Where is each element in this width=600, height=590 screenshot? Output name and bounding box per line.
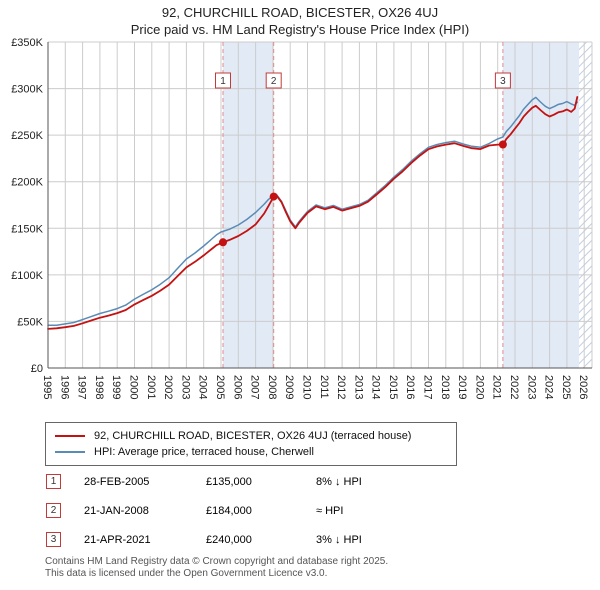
legend-label-property: 92, CHURCHILL ROAD, BICESTER, OX26 4UJ (… bbox=[94, 430, 412, 442]
svg-text:2008: 2008 bbox=[266, 375, 278, 399]
svg-text:2025: 2025 bbox=[560, 375, 572, 399]
svg-text:2009: 2009 bbox=[283, 375, 295, 399]
sale-date: 21-APR-2021 bbox=[84, 533, 151, 546]
svg-text:2001: 2001 bbox=[145, 375, 157, 399]
svg-text:2012: 2012 bbox=[335, 375, 347, 399]
sale-markers: 1 2 3 bbox=[215, 72, 511, 247]
chart-legend: 92, CHURCHILL ROAD, BICESTER, OX26 4UJ (… bbox=[45, 422, 457, 466]
sale-date: 21-JAN-2008 bbox=[84, 504, 149, 517]
sale-marker-dot bbox=[219, 238, 227, 247]
sale-price: £240,000 bbox=[206, 533, 252, 546]
sale-price: £135,000 bbox=[206, 475, 252, 488]
svg-text:£350K: £350K bbox=[11, 37, 43, 49]
svg-text:3: 3 bbox=[500, 76, 506, 87]
svg-text:£100K: £100K bbox=[11, 270, 43, 282]
chart-subtitle: Price paid vs. HM Land Registry's House … bbox=[130, 22, 470, 37]
axis-tick-labels: £0 £50K £100K £150K £200K £250K £300K £350K 1995… bbox=[11, 37, 589, 399]
svg-text:2022: 2022 bbox=[508, 375, 520, 399]
sale-hpi-comparison: ≈ HPI bbox=[316, 504, 344, 517]
svg-text:£300K: £300K bbox=[11, 84, 43, 96]
hpi-line bbox=[47, 96, 579, 327]
svg-text:2004: 2004 bbox=[197, 375, 209, 399]
svg-text:2007: 2007 bbox=[249, 375, 261, 399]
svg-text:2010: 2010 bbox=[301, 375, 313, 399]
svg-text:2023: 2023 bbox=[525, 375, 537, 399]
footer: Contains HM Land Registry data © Crown c… bbox=[45, 556, 388, 579]
legend-label-hpi: HPI: Average price, terraced house, Cher… bbox=[94, 446, 314, 458]
svg-text:2016: 2016 bbox=[404, 375, 416, 399]
sale-row: 3 21-APR-2021 £240,000 3% ↓ HPI bbox=[46, 532, 566, 547]
svg-text:2018: 2018 bbox=[439, 375, 451, 399]
sale-number-badge: 3 bbox=[46, 532, 61, 547]
svg-text:2015: 2015 bbox=[387, 375, 399, 399]
svg-text:2005: 2005 bbox=[214, 375, 226, 399]
footer-copyright: Contains HM Land Registry data © Crown c… bbox=[45, 556, 389, 567]
sale-row: 2 21-JAN-2008 £184,000 ≈ HPI bbox=[46, 503, 566, 518]
legend-item-hpi: HPI: Average price, terraced house, Cher… bbox=[55, 444, 447, 460]
sale-hpi-comparison: 8% ↓ HPI bbox=[316, 475, 362, 488]
svg-text:1999: 1999 bbox=[110, 375, 122, 399]
series-lines bbox=[47, 96, 579, 330]
chart-title: 92, CHURCHILL ROAD, BICESTER, OX26 4UJ bbox=[161, 5, 439, 20]
svg-text:£200K: £200K bbox=[11, 177, 43, 189]
svg-text:£250K: £250K bbox=[11, 130, 43, 142]
svg-text:2000: 2000 bbox=[128, 375, 140, 399]
sale-price: £184,000 bbox=[206, 504, 252, 517]
svg-text:£150K: £150K bbox=[11, 223, 43, 235]
sale-marker-badge bbox=[265, 72, 282, 89]
property-line-swatch bbox=[55, 435, 85, 437]
footer-licence: This data is licensed under the Open Gov… bbox=[45, 567, 328, 579]
property-price-line bbox=[47, 96, 579, 330]
sale-date-lines bbox=[222, 42, 504, 368]
svg-text:1997: 1997 bbox=[76, 375, 88, 399]
svg-text:1: 1 bbox=[220, 76, 226, 87]
future-hatch-band bbox=[579, 42, 592, 368]
gridlines bbox=[47, 41, 593, 369]
price-history-chart: £0 £50K £100K £150K £200K £250K £300K £350K 1995… bbox=[11, 37, 593, 399]
svg-text:2019: 2019 bbox=[456, 375, 468, 399]
sale-marker-dot bbox=[498, 140, 507, 149]
sale-marker-badge bbox=[215, 72, 231, 89]
svg-text:£0: £0 bbox=[31, 363, 43, 375]
axes bbox=[47, 42, 592, 369]
svg-text:2024: 2024 bbox=[543, 375, 555, 399]
sales-table: 1 28-FEB-2005 £135,000 8% ↓ HPI 2 21-JAN… bbox=[46, 474, 566, 561]
svg-text:2013: 2013 bbox=[352, 375, 364, 399]
legend-item-property: 92, CHURCHILL ROAD, BICESTER, OX26 4UJ (… bbox=[55, 428, 447, 444]
sale-number-badge: 1 bbox=[46, 474, 61, 489]
svg-text:2021: 2021 bbox=[491, 375, 503, 399]
sale-hpi-comparison: 3% ↓ HPI bbox=[316, 533, 362, 546]
hpi-line-swatch bbox=[55, 451, 85, 453]
svg-text:£50K: £50K bbox=[17, 316, 43, 328]
sale-row: 1 28-FEB-2005 £135,000 8% ↓ HPI bbox=[46, 474, 566, 489]
svg-text:1995: 1995 bbox=[41, 375, 53, 399]
sale-date: 28-FEB-2005 bbox=[84, 475, 150, 488]
sale-marker-badge bbox=[494, 72, 511, 89]
svg-text:2003: 2003 bbox=[179, 375, 191, 399]
svg-text:2: 2 bbox=[271, 76, 277, 87]
sale-number-badge: 2 bbox=[46, 503, 61, 518]
svg-text:2014: 2014 bbox=[370, 375, 382, 399]
shaded-bands bbox=[223, 42, 592, 368]
svg-text:1996: 1996 bbox=[58, 375, 70, 399]
svg-text:2026: 2026 bbox=[577, 375, 589, 399]
svg-text:2006: 2006 bbox=[231, 375, 243, 399]
svg-text:2002: 2002 bbox=[162, 375, 174, 399]
svg-text:2017: 2017 bbox=[422, 375, 434, 399]
svg-text:1998: 1998 bbox=[93, 375, 105, 399]
svg-text:2020: 2020 bbox=[473, 375, 485, 399]
sale-marker-dot bbox=[269, 192, 278, 201]
svg-text:2011: 2011 bbox=[318, 375, 330, 399]
